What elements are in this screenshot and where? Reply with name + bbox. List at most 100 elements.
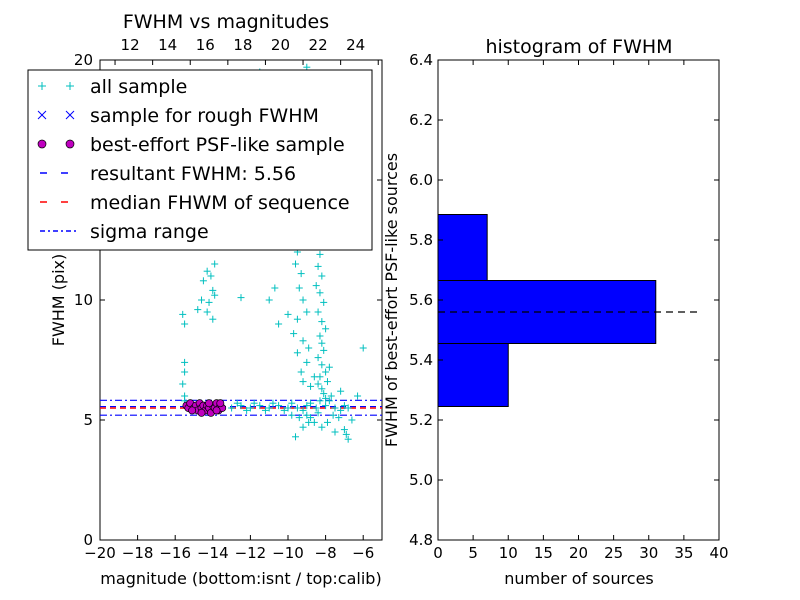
legend-circle-marker [37,139,47,149]
histogram-ticks: 0 5 10 15 20 25 30 35 40 4.8 5.0 5.2 5.4 5.6 5.8 6.0 6.2… [409,51,728,562]
top-tick-label: 12 [121,36,140,54]
hist-y-tick-label: 6.0 [409,171,433,189]
legend-label-all-sample: all sample [90,76,187,98]
all-sample-point [211,291,219,299]
all-sample-point [299,337,307,345]
all-sample-point [318,318,326,326]
top-tick-label: 18 [233,36,252,54]
hist-x-tick-label: 0 [433,544,443,562]
all-sample-point [314,380,322,388]
y-tick-label: 10 [74,291,93,309]
legend-symbols [37,82,76,232]
all-sample-point [337,406,345,414]
all-sample-point [344,435,352,443]
all-sample-point [295,284,303,292]
all-sample-point [322,325,330,333]
all-sample-point [312,404,320,412]
all-sample-point [203,267,211,275]
hist-x-tick-label: 5 [468,544,478,562]
all-sample-point [307,414,315,422]
all-sample-point [199,277,207,285]
all-sample-point [293,315,301,323]
all-sample-point [228,404,236,412]
hist-y-tick-label: 5.0 [409,471,433,489]
histogram-bar [437,214,488,281]
hist-y-tick-label: 6.2 [409,111,433,129]
top-tick-label: 20 [271,36,290,54]
all-sample-point [316,373,324,381]
y-tick-label: 20 [74,51,93,69]
all-sample-point [303,402,311,410]
x-tick-label: −10 [272,544,304,562]
legend-label-rough-fwhm: sample for rough FWHM [90,105,319,127]
all-sample-point [269,399,277,407]
all-sample-point [265,296,273,304]
y-tick-label: 0 [83,531,93,549]
all-sample-point [293,404,301,412]
all-sample-point [275,320,283,328]
legend-frame [27,69,373,251]
all-sample-point [250,399,258,407]
all-sample-point [316,250,324,258]
hist-x-tick-label: 35 [674,544,693,562]
all-sample-point [246,404,254,412]
psf-sample-point [205,399,213,408]
all-sample-point [303,411,311,419]
all-sample-point [205,298,213,306]
hist-x-tick-label: 20 [569,544,588,562]
all-sample-point [322,402,330,410]
x-tick-label: −6 [352,544,374,562]
hist-x-tick-label: 10 [499,544,518,562]
all-sample-point [292,433,300,441]
all-sample-point [290,330,298,338]
all-sample-point [299,406,307,414]
all-sample-point [325,363,333,371]
all-sample-point [340,402,348,410]
all-sample-point [337,387,345,395]
top-tick-label: 16 [196,36,215,54]
all-sample-point [329,411,337,419]
all-sample-point [181,358,189,366]
hist-x-tick-label: 15 [534,544,553,562]
all-sample-point [303,358,311,366]
hist-x-tick-label: 30 [639,544,658,562]
scatter-ylabel: FWHM (pix) [49,254,68,347]
top-tick-label: 22 [309,36,328,54]
all-sample-point [299,423,307,431]
legend-x-marker [65,110,75,120]
scatter-ticks: −20−18−16−14−12−10−8−6051015201214161820… [74,36,382,562]
hist-y-tick-label: 5.4 [409,351,433,369]
legend-label-sigma-range: sigma range [90,221,209,243]
top-tick-label: 24 [346,36,365,54]
all-sample-point [342,430,350,438]
all-sample-point [323,378,331,386]
all-sample-point [316,397,324,405]
all-sample-point [243,406,251,414]
histogram-bars [437,214,698,407]
all-sample-point [320,390,328,398]
all-sample-point [322,394,330,402]
all-sample-point [314,409,322,417]
hist-y-tick-label: 5.2 [409,411,433,429]
all-sample-point [203,308,211,316]
all-sample-point [179,310,187,318]
all-sample-point [280,406,288,414]
all-sample-point [179,380,187,388]
all-sample-point [284,310,292,318]
all-sample-point [233,399,241,407]
all-sample-point [316,289,324,297]
all-sample-point [209,315,217,323]
all-sample-point [256,402,264,410]
psf-sample-point [197,408,206,417]
all-sample-point [237,294,245,302]
all-sample-point [297,368,305,376]
all-sample-point [335,414,343,422]
all-sample-point [318,423,326,431]
all-sample-point [331,404,339,412]
histogram-panel: 0 5 10 15 20 25 30 35 40 4.8 5.0 5.2 5.4 5.6 5.8 6.0 6.2… [382,36,729,588]
all-sample-point [307,382,315,390]
all-sample-point [261,406,269,414]
all-sample-point [314,262,322,270]
all-sample-point [211,260,219,268]
